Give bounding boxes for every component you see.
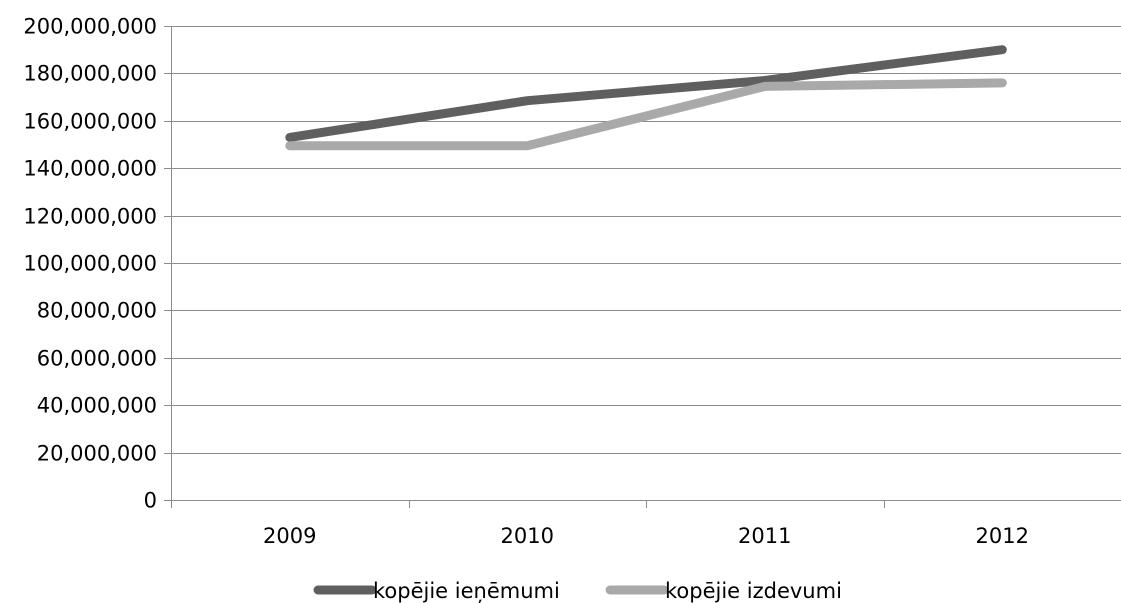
series-line-1: [285, 45, 1007, 142]
y-tick-label: 0: [144, 489, 157, 513]
y-tick-label: 140,000,000: [23, 157, 157, 181]
legend: kopējie ieņēmumi kopējie izdevumi: [313, 579, 842, 603]
y-tick-label: 180,000,000: [23, 62, 157, 86]
y-tick-label: 200,000,000: [23, 15, 157, 39]
y-tick-label: 120,000,000: [23, 205, 157, 229]
y-tick-label: 60,000,000: [37, 347, 157, 371]
series-lines: [285, 45, 1007, 151]
y-tick-label: 160,000,000: [23, 110, 157, 134]
x-tick-label: 2009: [263, 524, 316, 548]
x-tick-labels: 2009 2010 2011 2012: [263, 524, 1029, 548]
y-tick-label: 40,000,000: [37, 394, 157, 418]
legend-label: kopējie izdevumi: [665, 579, 842, 603]
x-tick-label: 2010: [501, 524, 554, 548]
y-tick-label: 20,000,000: [37, 442, 157, 466]
x-tick-label: 2011: [738, 524, 791, 548]
axes: [164, 26, 1121, 508]
y-tick-label: 100,000,000: [23, 252, 157, 276]
series-line-2: [285, 78, 1007, 151]
y-tick-label: 80,000,000: [37, 299, 157, 323]
gridlines: [171, 26, 1121, 454]
y-tick-labels: 0 20,000,000 40,000,000 60,000,000 80,000,00…: [23, 15, 157, 513]
x-tick-label: 2012: [976, 524, 1029, 548]
legend-label: kopējie ieņēmumi: [373, 579, 560, 603]
